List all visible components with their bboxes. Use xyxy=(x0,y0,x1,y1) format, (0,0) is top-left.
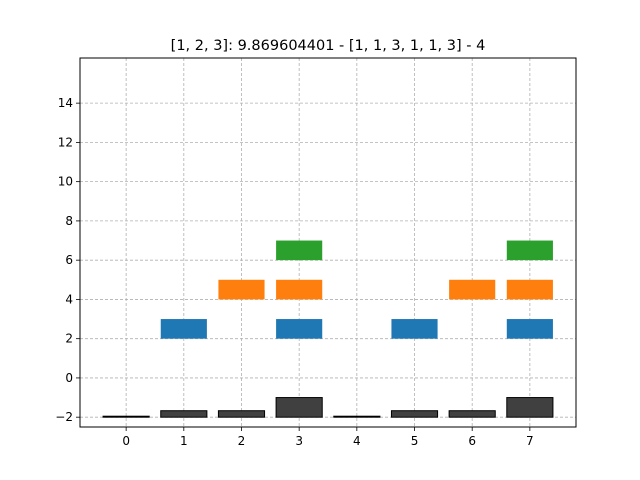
plot-frame xyxy=(79,57,577,428)
bar xyxy=(506,319,553,339)
x-tick-label: 4 xyxy=(353,434,361,448)
y-tick-label: 0 xyxy=(65,371,73,385)
bar xyxy=(218,279,265,300)
x-tick-label: 2 xyxy=(238,434,246,448)
bar xyxy=(448,410,496,418)
chart-title: [1, 2, 3]: 9.869604401 - [1, 1, 3, 1, 1,… xyxy=(171,38,486,54)
x-tick-label: 6 xyxy=(468,434,476,448)
bar xyxy=(160,410,208,418)
y-tick-label: 10 xyxy=(58,175,73,189)
bar xyxy=(506,240,553,261)
x-tick-label: 7 xyxy=(526,434,534,448)
y-tick-label: 14 xyxy=(58,96,73,110)
x-tick-label: 0 xyxy=(122,434,130,448)
bar xyxy=(506,279,553,300)
bar xyxy=(217,410,266,418)
bar xyxy=(102,415,150,418)
bar xyxy=(506,397,554,418)
y-tick-label: 4 xyxy=(65,292,73,306)
bar xyxy=(390,410,439,418)
y-tick-label: 6 xyxy=(65,253,73,267)
x-tick-label: 1 xyxy=(180,434,188,448)
y-tick-label: −2 xyxy=(55,410,73,424)
bar xyxy=(449,279,496,300)
x-tick-label: 3 xyxy=(295,434,303,448)
bar xyxy=(276,240,323,261)
bars xyxy=(102,240,554,418)
y-tick-label: 12 xyxy=(58,135,73,149)
bar xyxy=(276,319,323,339)
bar xyxy=(276,279,323,300)
bar xyxy=(391,319,438,339)
y-tick-label: 2 xyxy=(65,332,73,346)
x-tick-label: 5 xyxy=(411,434,419,448)
grid xyxy=(80,58,576,427)
y-tick-label: 8 xyxy=(65,214,73,228)
bar xyxy=(160,319,207,339)
bar xyxy=(275,397,323,418)
bar xyxy=(333,415,381,418)
